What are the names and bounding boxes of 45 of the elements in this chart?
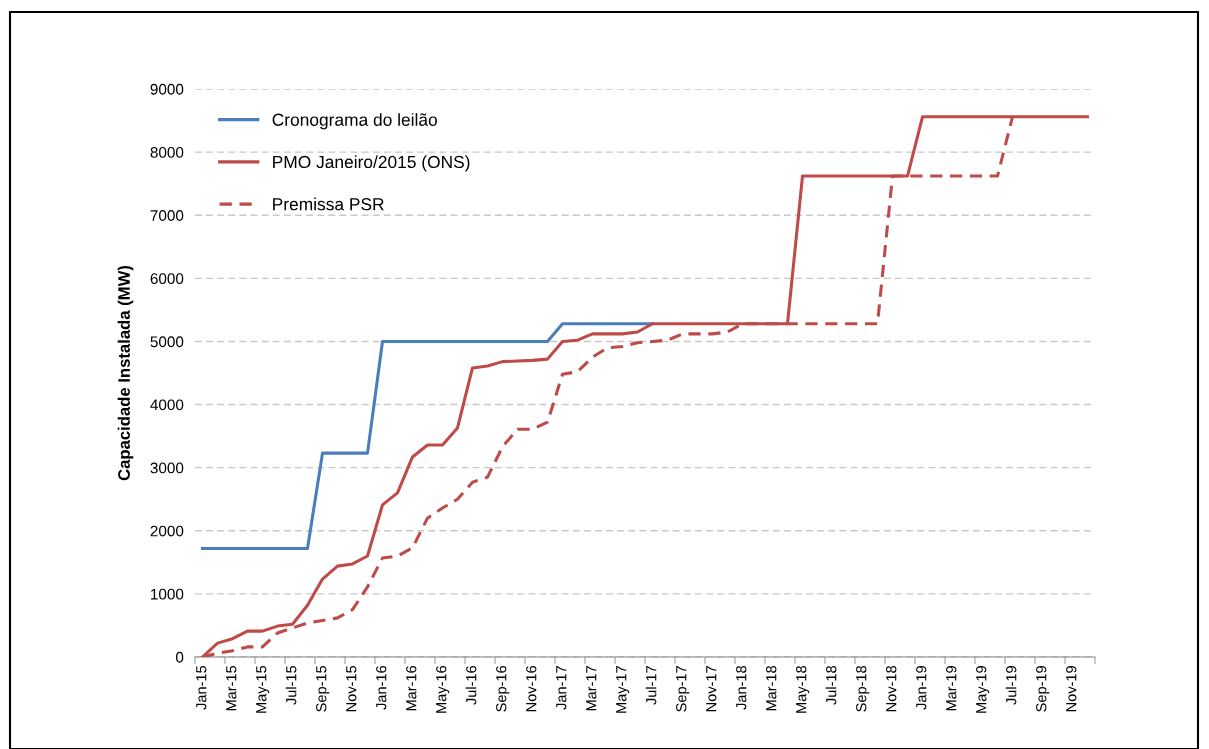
legend-label: Premissa PSR — [273, 197, 384, 211]
x-tick-label: Mar-19 — [946, 666, 957, 711]
x-tick-label: Sep-15 — [316, 665, 330, 712]
x-tick-label: Jan-18 — [736, 665, 747, 710]
x-tick-label: Jul-16 — [465, 665, 477, 705]
x-tick-label: Sep-16 — [496, 665, 510, 712]
legend-label: PMO Janeiro/2015 (ONS) — [273, 155, 470, 172]
x-tick-label: Jul-18 — [825, 665, 837, 705]
legend-label: Cronograma do leilão — [272, 113, 437, 130]
x-tick-label: Sep-17 — [676, 666, 690, 712]
x-tick-label: Mar-15 — [226, 665, 237, 711]
x-tick-label: Nov-19 — [1066, 666, 1077, 712]
x-tick-label: May-17 — [616, 666, 630, 713]
x-tick-label: Nov-17 — [706, 666, 717, 712]
line-series — [200, 322, 655, 550]
x-tick-label: Jan-15 — [196, 665, 207, 710]
y-tick-label: 4000 — [150, 399, 184, 411]
x-tick-label: Nov-15 — [346, 665, 357, 712]
y-tick-label: 8000 — [150, 146, 184, 158]
x-tick-label: Jan-17 — [556, 666, 567, 710]
y-axis-title: Capacidade Instalada (MW) — [117, 265, 134, 481]
x-tick-label: Jul-15 — [285, 665, 297, 705]
y-tick-label: 2000 — [150, 525, 184, 537]
y-tick-label: 6000 — [150, 273, 184, 285]
x-tick-label: Sep-18 — [856, 665, 870, 712]
x-tick-label: Nov-16 — [526, 665, 537, 712]
y-tick-label: 0 — [175, 651, 184, 663]
x-tick-label: Jul-17 — [645, 666, 657, 705]
y-tick-label: 5000 — [150, 336, 184, 348]
y-tick-label: 9000 — [150, 83, 184, 95]
x-tick-label: Mar-18 — [766, 665, 777, 711]
x-tick-label: Nov-18 — [886, 665, 897, 712]
x-tick-label: Jan-16 — [376, 665, 387, 710]
x-tick-label: May-15 — [256, 665, 270, 713]
y-tick-label: 1000 — [151, 588, 184, 600]
x-tick-label: May-19 — [976, 666, 990, 713]
x-tick-label: Mar-16 — [406, 665, 417, 711]
x-tick-label: Mar-17 — [586, 666, 597, 711]
x-tick-label: May-16 — [436, 665, 450, 713]
x-tick-label: Sep-19 — [1036, 666, 1050, 712]
y-tick-label: 7000 — [150, 210, 184, 221]
x-tick-label: Jul-19 — [1005, 666, 1017, 705]
y-tick-label: 3000 — [150, 462, 184, 474]
x-tick-label: May-18 — [796, 665, 810, 713]
x-tick-label: Jan-19 — [916, 666, 927, 710]
